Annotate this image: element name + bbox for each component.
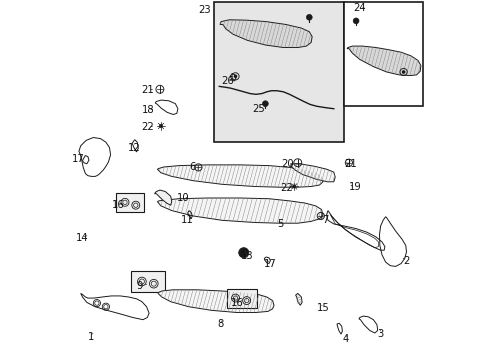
Text: 11: 11 (180, 215, 193, 225)
Text: 16: 16 (111, 200, 124, 210)
Text: 16: 16 (230, 298, 243, 308)
Text: 5: 5 (277, 219, 283, 229)
Text: 7: 7 (322, 215, 328, 225)
Bar (213, 2, 343, 142)
Text: 17: 17 (264, 258, 276, 269)
Text: 10: 10 (177, 193, 189, 203)
Text: 8: 8 (217, 319, 223, 329)
Circle shape (352, 18, 358, 24)
Text: 15: 15 (317, 303, 329, 313)
Polygon shape (295, 293, 302, 305)
Text: 24: 24 (353, 3, 365, 13)
Circle shape (306, 14, 311, 20)
Polygon shape (290, 164, 335, 182)
Circle shape (292, 185, 295, 188)
Text: 19: 19 (348, 182, 361, 192)
Text: 9: 9 (136, 281, 146, 291)
Polygon shape (158, 290, 273, 312)
Bar (131, 271, 165, 292)
Text: 23: 23 (198, 5, 213, 15)
Text: 14: 14 (75, 233, 88, 243)
Text: 18: 18 (142, 105, 154, 115)
Text: 26: 26 (221, 76, 233, 86)
Bar (343, 2, 422, 106)
Text: 22: 22 (142, 122, 154, 132)
Text: 17: 17 (72, 154, 84, 164)
Text: 3: 3 (377, 329, 383, 339)
Polygon shape (157, 198, 322, 223)
Polygon shape (154, 190, 171, 205)
Bar (227, 289, 256, 308)
Bar (115, 193, 144, 212)
Text: 6: 6 (189, 162, 198, 172)
Text: 2: 2 (403, 256, 409, 266)
Text: 25: 25 (252, 104, 264, 114)
Circle shape (262, 101, 268, 107)
Circle shape (401, 70, 405, 74)
Circle shape (238, 248, 248, 258)
Text: 12: 12 (128, 143, 141, 153)
Text: 20: 20 (281, 159, 293, 169)
Polygon shape (220, 20, 311, 48)
Text: 21: 21 (344, 159, 356, 169)
Circle shape (159, 124, 163, 128)
Text: 22: 22 (280, 183, 293, 193)
Text: 13: 13 (241, 251, 253, 261)
Polygon shape (346, 46, 420, 76)
Text: 21: 21 (142, 85, 154, 95)
Polygon shape (157, 165, 322, 187)
Circle shape (233, 75, 237, 78)
Text: 1: 1 (88, 332, 95, 342)
Text: 4: 4 (342, 334, 348, 344)
